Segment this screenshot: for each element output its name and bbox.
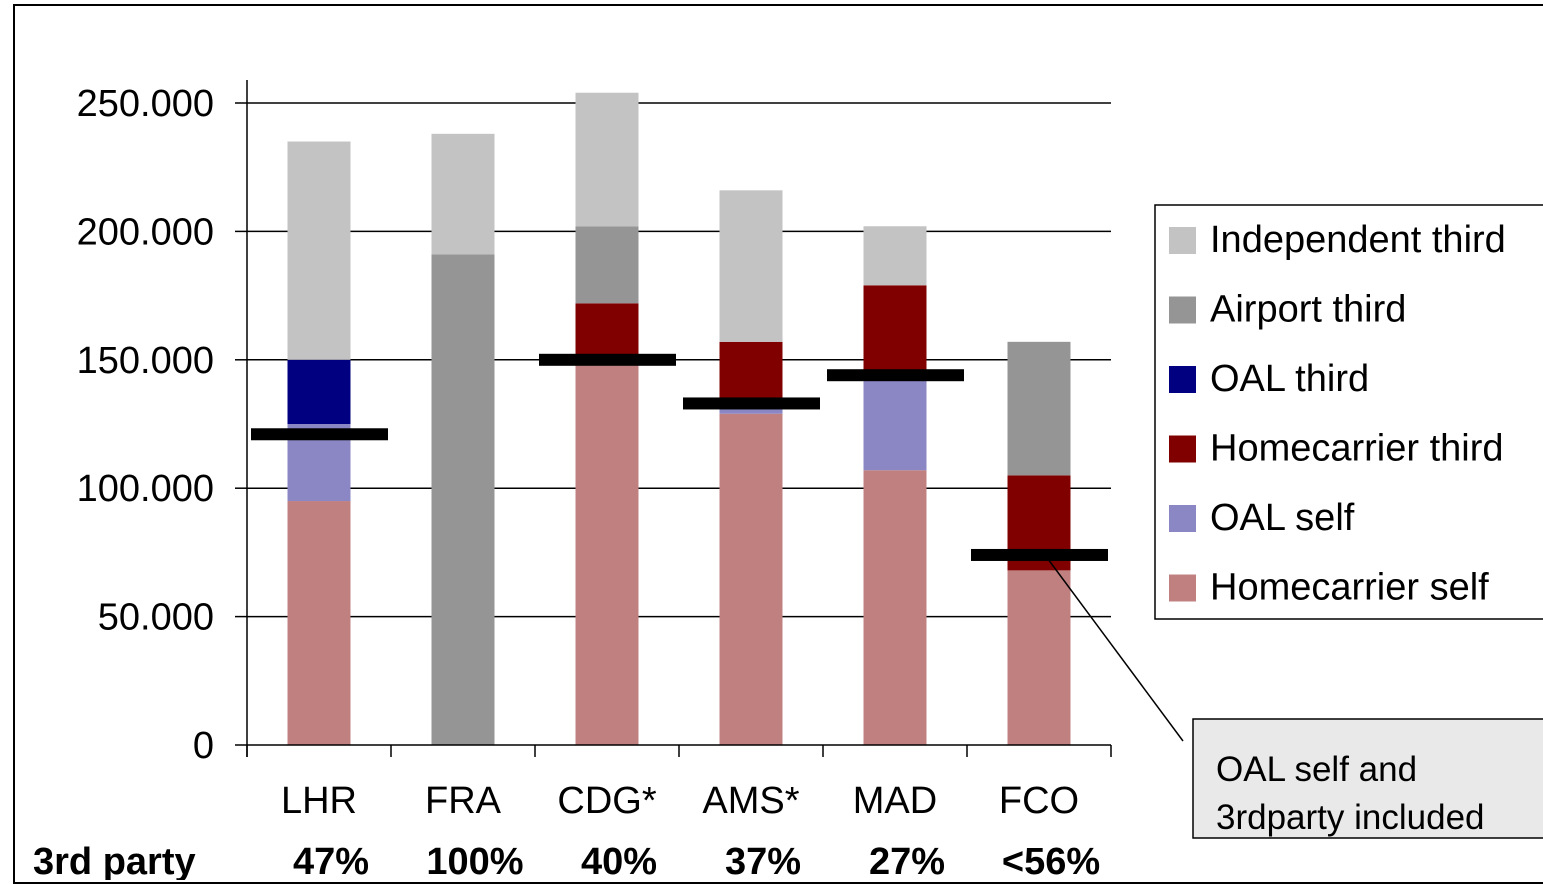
bar-segment	[575, 92, 639, 227]
x-category-label: FCO	[999, 780, 1079, 822]
annotation: OAL self and 3rdparty included	[1044, 554, 1543, 839]
legend: Independent third Airport third OAL third H…	[1154, 204, 1543, 620]
axes	[235, 80, 1112, 757]
bar-segment	[863, 470, 927, 745]
bar-segment	[863, 377, 927, 471]
x-category-label: FRA	[425, 780, 502, 822]
bar-segment	[719, 413, 783, 745]
x-category-label: LHR	[281, 780, 357, 822]
legend-box	[1154, 204, 1543, 620]
bar-segment	[719, 408, 783, 414]
third-party-percent: <56%	[1002, 841, 1100, 880]
bar-segment	[1007, 341, 1071, 476]
bar-segment	[287, 501, 351, 745]
bar-segments	[287, 92, 1071, 745]
annotation-leader-line	[1044, 554, 1184, 742]
x-category-label: MAD	[853, 780, 937, 822]
third-party-percent: 40%	[581, 841, 657, 880]
third-party-percent: 37%	[725, 841, 801, 880]
legend-label: OAL third	[1210, 358, 1369, 400]
y-tick-label: 50.000	[98, 597, 214, 639]
annotation-text: 3rdparty included	[1216, 798, 1485, 837]
legend-label: Airport third	[1210, 289, 1406, 331]
third-party-percent: 100%	[426, 841, 523, 880]
third-party-percent: 27%	[869, 841, 945, 880]
legend-swatch	[1169, 574, 1196, 602]
y-tick-label: 150.000	[77, 340, 214, 382]
annotation-box	[1192, 718, 1543, 839]
bar-segment	[431, 254, 495, 745]
y-tick-label: 0	[193, 725, 214, 767]
x-category-labels: LHR FRA CDG* AMS* MAD FCO	[281, 780, 1079, 822]
legend-swatch	[1169, 296, 1196, 324]
legend-swatch	[1169, 505, 1196, 532]
bar-segment	[575, 364, 639, 745]
third-party-row: 3rd party 47% 100% 40% 37% 27% <56%	[33, 841, 1100, 880]
marker-line	[539, 353, 676, 366]
x-category-label: AMS*	[702, 780, 799, 822]
legend-label: Homecarrier third	[1210, 428, 1504, 470]
marker-line	[683, 397, 820, 410]
bar-segment	[863, 226, 927, 286]
y-tick-label: 200.000	[77, 211, 214, 253]
bar-segment	[719, 190, 783, 342]
y-tick-label: 250.000	[77, 83, 214, 125]
x-category-label: CDG*	[557, 780, 656, 822]
bar-segment	[575, 226, 639, 304]
legend-label: Homecarrier self	[1210, 567, 1489, 609]
legend-swatch	[1169, 227, 1196, 254]
marker-line	[251, 428, 388, 441]
bar-segment	[1007, 570, 1071, 745]
bar-segment	[287, 359, 351, 424]
legend-label: OAL self	[1210, 497, 1355, 539]
bar-segment	[863, 285, 927, 378]
legend-swatch	[1169, 366, 1196, 393]
marker-lines	[251, 353, 1108, 561]
bar-segment	[287, 141, 351, 360]
y-tick-label: 100.000	[77, 468, 214, 510]
legend-label: Independent third	[1210, 219, 1506, 261]
third-party-row-label: 3rd party	[33, 841, 196, 880]
marker-line	[971, 548, 1108, 561]
gridlines	[247, 102, 1111, 618]
legend-swatch	[1169, 435, 1196, 463]
annotation-text: OAL self and	[1216, 750, 1417, 789]
marker-line	[827, 369, 964, 382]
bar-segment	[431, 133, 495, 255]
third-party-percent: 47%	[293, 841, 369, 880]
y-tick-labels: 0 50.000 100.000 150.000 200.000 250.000	[77, 83, 214, 767]
